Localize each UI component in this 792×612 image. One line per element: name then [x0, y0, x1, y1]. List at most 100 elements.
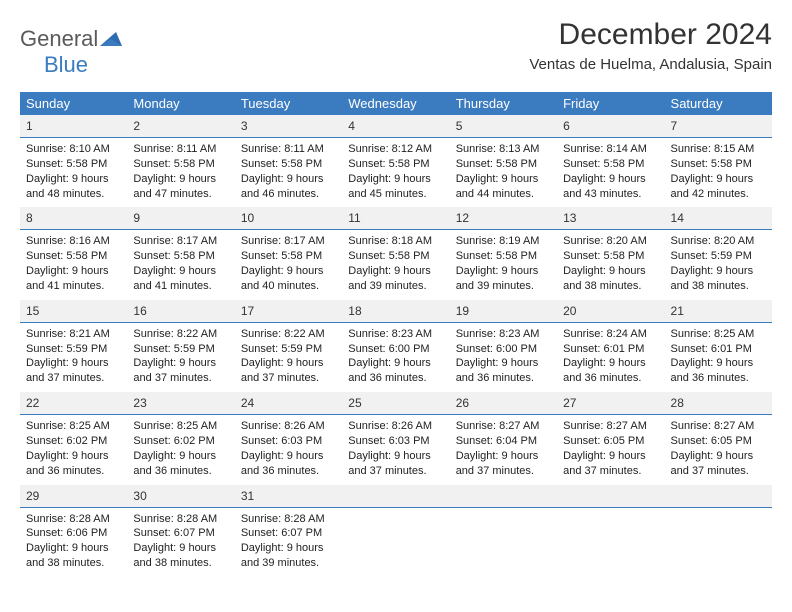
weekday-saturday: Saturday	[665, 92, 772, 115]
day-number-bar: 17	[235, 300, 342, 323]
daylight-l1: Daylight: 9 hours	[241, 541, 336, 556]
calendar-row: 22Sunrise: 8:25 AMSunset: 6:02 PMDayligh…	[20, 392, 772, 484]
day-number: 26	[456, 396, 469, 410]
day-details: Sunrise: 8:11 AMSunset: 5:58 PMDaylight:…	[235, 138, 342, 207]
day-number: 20	[563, 304, 576, 318]
daylight-l2: and 36 minutes.	[671, 371, 766, 386]
sunrise: Sunrise: 8:10 AM	[26, 142, 121, 157]
daylight-l1: Daylight: 9 hours	[456, 356, 551, 371]
daylight-l2: and 37 minutes.	[241, 371, 336, 386]
sunset: Sunset: 5:58 PM	[241, 157, 336, 172]
calendar-table: Sunday Monday Tuesday Wednesday Thursday…	[20, 92, 772, 577]
calendar-cell	[665, 485, 772, 577]
day-number-bar: 30	[127, 485, 234, 508]
logo: General Blue	[20, 18, 122, 78]
calendar-row: 15 Sunrise: 8:21 AM Sunset: 5:59 PM Dayligh…	[20, 300, 772, 392]
weekday-header-row: Sunday Monday Tuesday Wednesday Thursday…	[20, 92, 772, 115]
calendar-cell: 30Sunrise: 8:28 AMSunset: 6:07 PMDayligh…	[127, 485, 234, 577]
sunset: Sunset: 5:59 PM	[133, 342, 228, 357]
day-number-bar: 11	[342, 207, 449, 230]
calendar-page: General Blue December 2024 Ventas de Hue…	[0, 0, 792, 612]
day-number: 11	[348, 211, 360, 225]
calendar-cell	[450, 485, 557, 577]
day-number: 4	[348, 119, 355, 133]
daylight-l2: and 37 minutes.	[456, 464, 551, 479]
day-number: 9	[133, 211, 140, 225]
daylight-l1: Daylight: 9 hours	[26, 541, 121, 556]
day-details: Sunrise: 8:25 AMSunset: 6:02 PMDaylight:…	[127, 415, 234, 484]
daylight-l2: and 43 minutes.	[563, 187, 658, 202]
empty-day-bar	[342, 485, 449, 508]
daylight-l2: and 37 minutes.	[133, 371, 228, 386]
daylight-l2: and 39 minutes.	[348, 279, 443, 294]
day-number: 7	[671, 119, 678, 133]
daylight-l1: Daylight: 9 hours	[133, 172, 228, 187]
day-number: 8	[26, 211, 33, 225]
day-number-bar: 28	[665, 392, 772, 415]
calendar-cell: 20 Sunrise: 8:24 AMSunset: 6:01 PMDayligh…	[557, 300, 664, 392]
daylight-l2: and 38 minutes.	[26, 556, 121, 571]
daylight-l1: Daylight: 9 hours	[671, 264, 766, 279]
day-number-bar: 20	[557, 300, 664, 323]
day-details: Sunrise: 8:22 AMSunset: 5:59 PMDaylight:…	[127, 323, 234, 392]
daylight-l1: Daylight: 9 hours	[241, 264, 336, 279]
sunset: Sunset: 5:58 PM	[26, 249, 121, 264]
day-details: Sunrise: 8:10 AMSunset: 5:58 PMDaylight:…	[20, 138, 127, 207]
sunrise: Sunrise: 8:11 AM	[241, 142, 336, 157]
daylight-l2: and 46 minutes.	[241, 187, 336, 202]
sunset: Sunset: 6:02 PM	[133, 434, 228, 449]
weekday-thursday: Thursday	[450, 92, 557, 115]
weekday-tuesday: Tuesday	[235, 92, 342, 115]
calendar-cell: 16 Sunrise: 8:22 AMSunset: 5:59 PMDayligh…	[127, 300, 234, 392]
day-number: 16	[133, 304, 146, 318]
calendar-cell: 24Sunrise: 8:26 AMSunset: 6:03 PMDayligh…	[235, 392, 342, 484]
daylight-l1: Daylight: 9 hours	[348, 356, 443, 371]
sunset: Sunset: 5:58 PM	[563, 157, 658, 172]
daylight-l1: Daylight: 9 hours	[348, 172, 443, 187]
calendar-cell: 1Sunrise: 8:10 AMSunset: 5:58 PMDaylight…	[20, 115, 127, 207]
day-number: 13	[563, 211, 576, 225]
day-number: 2	[133, 119, 140, 133]
calendar-cell: 2Sunrise: 8:11 AMSunset: 5:58 PMDaylight…	[127, 115, 234, 207]
sunset: Sunset: 5:58 PM	[671, 157, 766, 172]
calendar-cell: 18Sunrise: 8:23 AMSunset: 6:00 PMDayligh…	[342, 300, 449, 392]
day-number-bar: 8	[20, 207, 127, 230]
day-number-bar: 15	[20, 300, 127, 323]
daylight-l2: and 37 minutes.	[26, 371, 121, 386]
logo-part1: General	[20, 26, 98, 51]
day-number-bar: 25	[342, 392, 449, 415]
daylight-l1: Daylight: 9 hours	[563, 356, 658, 371]
sunrise: Sunrise: 8:25 AM	[133, 419, 228, 434]
sunrise: Sunrise: 8:26 AM	[241, 419, 336, 434]
day-number-bar: 16	[127, 300, 234, 323]
sunrise: Sunrise: 8:21 AM	[26, 327, 121, 342]
sunset: Sunset: 6:04 PM	[456, 434, 551, 449]
day-number-bar: 19	[450, 300, 557, 323]
day-details: Sunrise: 8:22 AMSunset: 5:59 PMDaylight:…	[235, 323, 342, 392]
calendar-cell: 5Sunrise: 8:13 AMSunset: 5:58 PMDaylight…	[450, 115, 557, 207]
daylight-l1: Daylight: 9 hours	[671, 356, 766, 371]
sunrise: Sunrise: 8:28 AM	[133, 512, 228, 527]
day-number-bar: 22	[20, 392, 127, 415]
sunset: Sunset: 5:58 PM	[456, 157, 551, 172]
calendar-cell: 12Sunrise: 8:19 AMSunset: 5:58 PMDayligh…	[450, 207, 557, 299]
sunset: Sunset: 6:01 PM	[563, 342, 658, 357]
day-number-bar: 9	[127, 207, 234, 230]
daylight-l2: and 38 minutes.	[671, 279, 766, 294]
day-number-bar: 27	[557, 392, 664, 415]
sunset: Sunset: 6:05 PM	[563, 434, 658, 449]
sunrise: Sunrise: 8:19 AM	[456, 234, 551, 249]
day-number-bar: 1	[20, 115, 127, 138]
daylight-l2: and 40 minutes.	[241, 279, 336, 294]
calendar-cell: 14Sunrise: 8:20 AMSunset: 5:59 PMDayligh…	[665, 207, 772, 299]
sunrise: Sunrise: 8:14 AM	[563, 142, 658, 157]
day-number-bar: 21	[665, 300, 772, 323]
daylight-l2: and 36 minutes.	[563, 371, 658, 386]
day-number: 24	[241, 396, 254, 410]
daylight-l2: and 37 minutes.	[671, 464, 766, 479]
day-details: Sunrise: 8:28 AMSunset: 6:07 PMDaylight:…	[127, 508, 234, 577]
day-number: 23	[133, 396, 146, 410]
sunrise: Sunrise: 8:24 AM	[563, 327, 658, 342]
sunset: Sunset: 5:58 PM	[241, 249, 336, 264]
daylight-l1: Daylight: 9 hours	[456, 264, 551, 279]
